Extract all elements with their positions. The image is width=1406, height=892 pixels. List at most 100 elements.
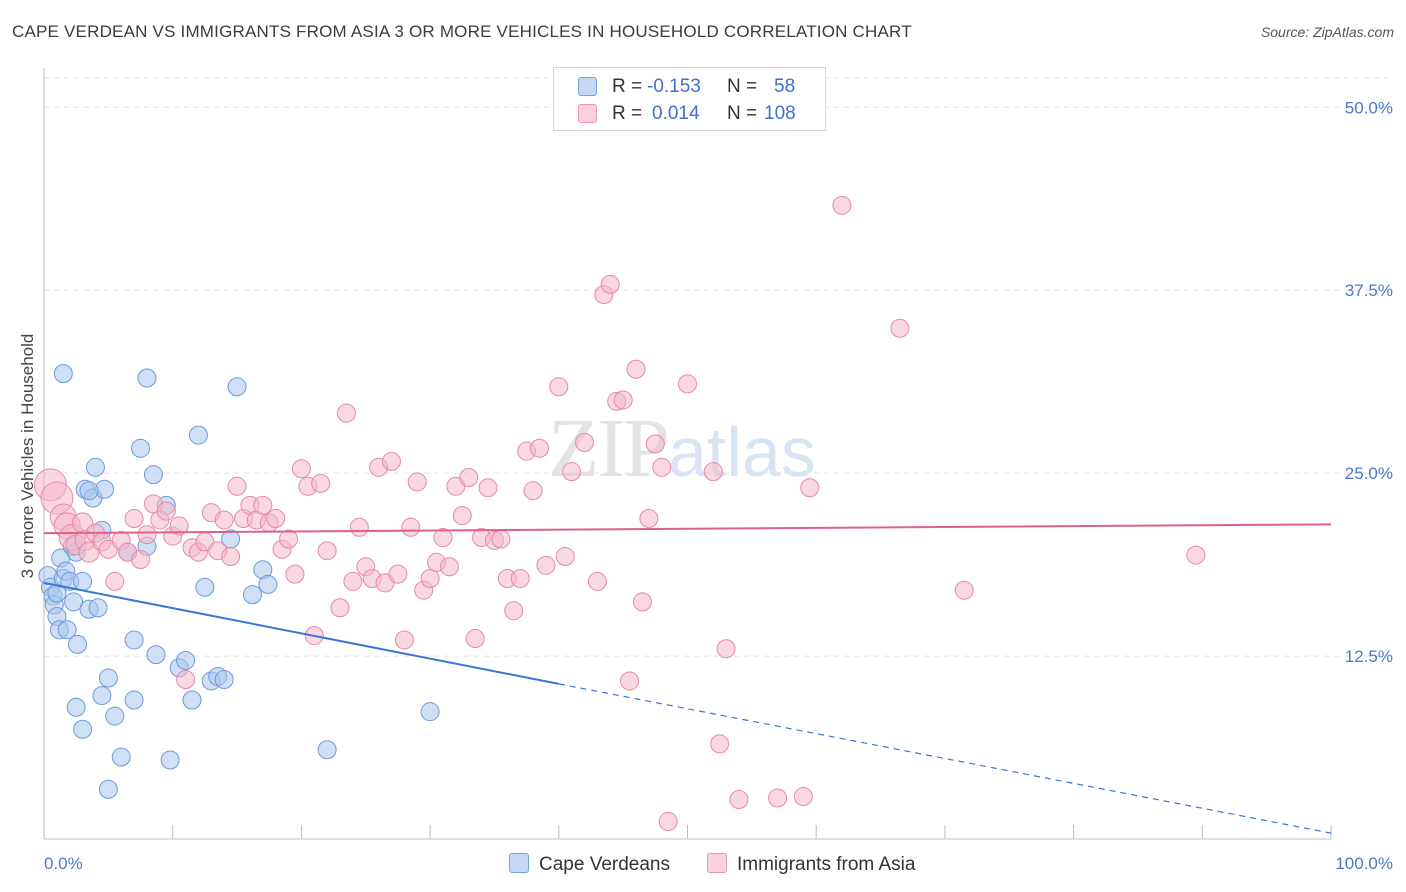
asia-point [549, 377, 569, 397]
asia-point [890, 318, 910, 338]
asia-point [433, 528, 453, 548]
asia-point [465, 629, 485, 649]
n-value: 58 [774, 76, 796, 97]
x-tick-label: 100.0% [1335, 854, 1393, 873]
asia-point [768, 788, 788, 808]
cape-verdean-point [111, 747, 131, 767]
n-value: 108 [764, 103, 796, 124]
asia-point [156, 501, 176, 521]
tick-labels: 12.5% 25.0% 37.5% 50.0% 0.0% 100.0% [44, 98, 1393, 873]
cape-verdean-point [317, 740, 337, 760]
asia-point [536, 555, 556, 575]
asia-point [227, 476, 247, 496]
asia-point [407, 472, 427, 492]
r-value: -0.153 [647, 76, 701, 97]
asia-point [555, 547, 575, 567]
asia-point [703, 462, 723, 482]
cape-verdean-point [188, 425, 208, 445]
asia-point [291, 459, 311, 479]
y-tick-label: 50.0% [1345, 98, 1393, 117]
legend-swatch-pink [578, 104, 597, 123]
asia-point [678, 374, 697, 394]
cape-verdean-point [146, 645, 166, 665]
asia-point [510, 569, 530, 589]
r-key: R = [612, 76, 643, 97]
asia-point [710, 734, 730, 754]
legend-swatch-blue [578, 77, 597, 96]
x-tick-label: 0.0% [44, 854, 83, 873]
cape-verdean-point [242, 585, 262, 605]
asia-point [716, 639, 736, 659]
cape-verdean-point [227, 377, 247, 397]
asia-point [124, 509, 144, 529]
cape-verdean-trend-extension [558, 683, 1332, 834]
cape-verdean-point [160, 750, 180, 770]
grid [44, 77, 1392, 657]
cape-verdean-point [98, 668, 118, 688]
asia-point [800, 478, 820, 498]
legend-label: Cape Verdeans [539, 854, 670, 875]
cape-verdean-point [73, 719, 93, 739]
cape-verdean-point [420, 702, 440, 722]
asia-point [439, 557, 459, 577]
asia-point [452, 506, 472, 526]
asia-point [336, 403, 356, 423]
legend-row-asia: R = 0.014 N = 108 [554, 100, 825, 128]
n-key: N = [727, 103, 758, 124]
asia-point [176, 669, 196, 689]
n-key: N = [727, 76, 758, 97]
watermark-atlas: atlas [668, 413, 816, 491]
cape-verdean-trend [43, 581, 559, 685]
asia-point [330, 598, 350, 618]
cape-verdean-point [64, 592, 84, 612]
cape-verdean-point [73, 571, 93, 591]
asia-point [587, 571, 607, 591]
asia-point [491, 529, 511, 549]
asia-point [1186, 545, 1206, 565]
legend-row-cape-verdean: R = -0.153 N = 58 [554, 73, 825, 101]
asia-point [343, 571, 363, 591]
asia-point [504, 601, 524, 621]
source-label: Source: ZipAtlas.com [1260, 24, 1394, 40]
data-points [33, 195, 1206, 831]
asia-point [562, 462, 582, 482]
asia-point [639, 509, 659, 529]
cape-verdean-point [98, 779, 118, 799]
series-legend: Cape Verdeans Immigrants from Asia [0, 851, 1406, 879]
trend-lines [43, 523, 1332, 834]
cape-verdean-point [92, 686, 112, 706]
cape-verdean-point [88, 598, 108, 618]
y-axis-title: 3 or more Vehicles in Household [18, 334, 37, 579]
cape-verdean-point [85, 457, 105, 477]
cape-verdean-point [131, 438, 151, 458]
cape-verdean-point [57, 620, 77, 640]
asia-point [575, 432, 595, 452]
cape-verdean-point [137, 368, 157, 388]
asia-point [279, 529, 299, 549]
cape-verdean-point [195, 577, 215, 597]
asia-point [832, 195, 852, 215]
asia-point [394, 630, 414, 650]
asia-point [105, 571, 125, 591]
asia-point [137, 525, 157, 545]
axes [43, 68, 1332, 840]
asia-point [600, 274, 620, 294]
cape-verdean-point [124, 630, 144, 650]
legend-swatch-pink [707, 853, 727, 873]
asia-point [620, 671, 640, 691]
asia-point [420, 569, 440, 589]
asia-point [652, 457, 672, 477]
asia-point [613, 390, 633, 410]
legend-item-cape-verdeans: Cape Verdeans [509, 853, 670, 876]
asia-point [954, 580, 974, 600]
cape-verdean-point [176, 650, 196, 670]
asia-point [214, 510, 234, 530]
r-key: R = [612, 103, 643, 124]
cape-verdean-point [67, 634, 87, 654]
legend-item-immigrants-asia: Immigrants from Asia [707, 853, 915, 876]
cape-verdean-point [66, 697, 86, 717]
r-value: 0.014 [652, 103, 700, 124]
cape-verdean-point [124, 690, 144, 710]
asia-point [658, 811, 678, 831]
